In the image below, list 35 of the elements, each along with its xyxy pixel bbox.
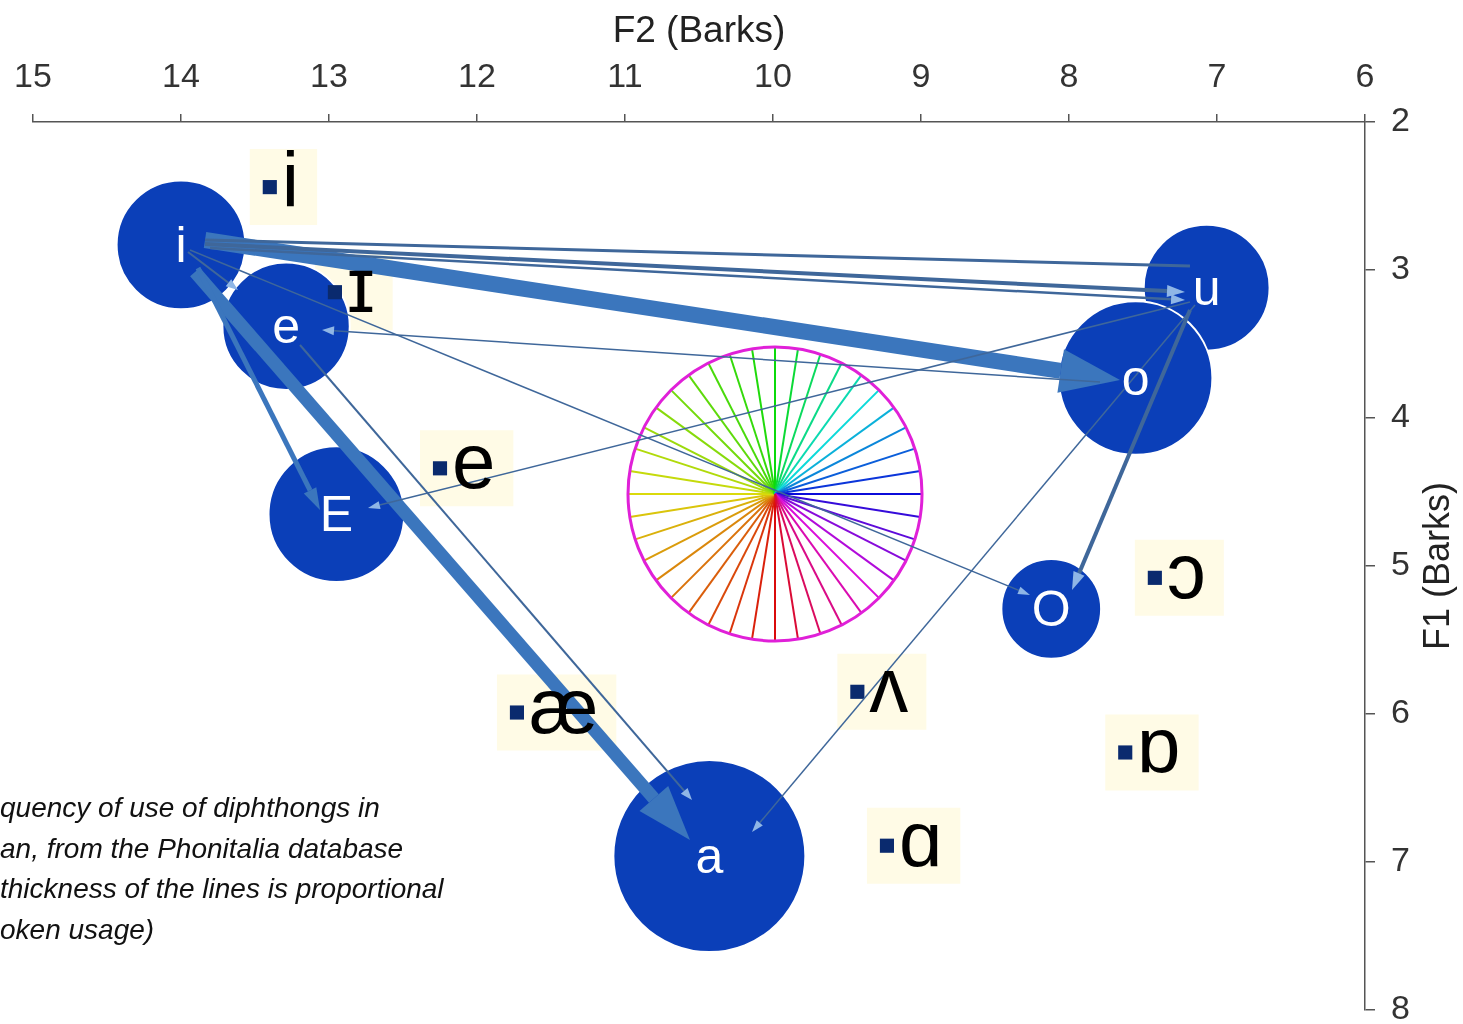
y-tick-label: 3 — [1391, 248, 1410, 287]
x-tick-label: 12 — [458, 55, 496, 94]
x-tick-label: 7 — [1207, 55, 1227, 94]
series-label: a — [695, 828, 724, 885]
x-tick-label: 14 — [162, 55, 200, 94]
series-label: o — [1121, 350, 1150, 407]
y-tick-label: 7 — [1391, 840, 1410, 879]
series-label: ɑ — [898, 794, 943, 883]
series-label: O — [1031, 580, 1071, 637]
series-label: e — [272, 298, 300, 355]
x-tick-label: 6 — [1355, 55, 1375, 94]
series-label: ʌ — [869, 640, 909, 729]
annotation: thickness of the lines is proportional — [0, 872, 444, 906]
x-axis-title: F2 (Barks) — [612, 9, 786, 51]
series-label: i — [175, 216, 187, 273]
series-label: E — [319, 486, 354, 543]
annotation: quency of use of diphthongs in — [0, 791, 381, 825]
annotation: oken usage) — [0, 912, 156, 947]
x-tick-label: 15 — [14, 55, 52, 94]
y-tick-label: 4 — [1391, 396, 1410, 435]
y-tick-label: 6 — [1391, 692, 1410, 731]
x-tick-label: 13 — [310, 55, 348, 94]
y-tick-label: 5 — [1391, 544, 1410, 583]
y-tick-label: 2 — [1391, 100, 1410, 139]
series-label: u — [1192, 259, 1221, 316]
series-label: ɒ — [1137, 701, 1181, 790]
annotation: an, from the Phonitalia database — [0, 831, 405, 866]
x-tick-label: 10 — [754, 55, 792, 94]
x-tick-label: 11 — [607, 55, 643, 94]
y-axis-title: F1 (Barks) — [1415, 481, 1457, 651]
x-tick-label: 8 — [1059, 55, 1079, 94]
series-label: ɔ — [1166, 526, 1206, 615]
x-tick-label: 9 — [911, 55, 931, 94]
series-label: i — [281, 136, 300, 225]
y-tick-label: 8 — [1391, 988, 1410, 1024]
